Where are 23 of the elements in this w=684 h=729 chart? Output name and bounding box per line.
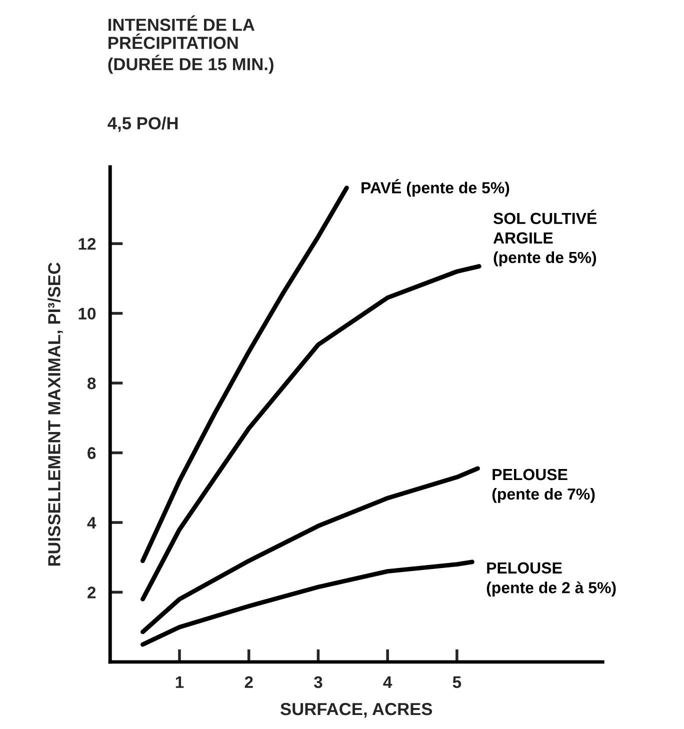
x-tick-label: 5 [452,676,462,688]
line-series [140,264,482,602]
x-tick-label: 3 [314,676,322,688]
series-label: PAVÉ (pente de 5%) [362,179,510,197]
series-label: PELOUSE (pente de 7%) [492,468,595,503]
x-tick-label: 4 [383,676,392,688]
y-tick-label: 8 [87,377,96,390]
x-axis-title: SURFACE, ACRES [280,702,432,718]
chart-subtitle: 4,5 PO/H [108,116,178,132]
x-tick-label: 2 [244,676,253,688]
y-tick-label: 6 [88,447,96,459]
chart-title: INTENSITÉ DE LA PRÉCIPITATION (DURÉE DE 15 MIN.) [108,15,274,74]
y-axis-title: RUISSELLEMENT MAXIMAL, PI³/SEC [48,262,63,566]
series-label: PELOUSE (pente de 2 à 5%) [486,562,616,596]
y-tick-label: 10 [78,308,96,320]
x-tick-label: 1 [176,676,184,688]
y-tick-label: 12 [78,238,96,250]
y-tick-label: 2 [88,586,96,598]
line-series [140,466,480,634]
y-tick-label: 4 [87,517,96,529]
series-label: SOL CULTIVÉ ARGILE (pente de 5%) [493,210,597,266]
line-series [140,560,474,647]
line-series [140,186,349,564]
